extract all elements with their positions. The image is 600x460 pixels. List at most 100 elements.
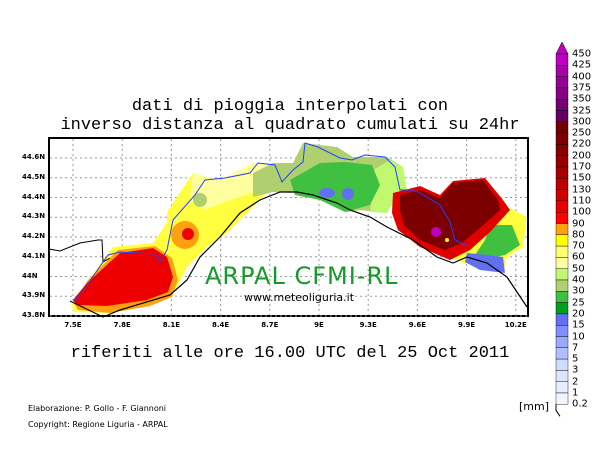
lon-label: 8.7E xyxy=(261,321,279,329)
legend-label: 0.2 xyxy=(572,398,588,410)
lat-label: 44.6N xyxy=(22,153,46,161)
credits: Elaborazione: P. Gollo - F. Giannoni xyxy=(28,404,167,413)
legend-label: 80 xyxy=(572,229,585,241)
legend-label: 1 xyxy=(572,387,579,399)
legend-swatch xyxy=(555,166,569,179)
legend-label: 170 xyxy=(572,161,592,173)
legend-swatch xyxy=(555,245,569,258)
lon-label: 7.8E xyxy=(113,321,131,329)
legend-arrow xyxy=(555,41,569,55)
lon-label: 8.1E xyxy=(162,321,180,329)
legend-swatch xyxy=(555,65,569,77)
precip-area-magenta-spot xyxy=(431,227,441,237)
lat-label: 44.1N xyxy=(22,251,46,260)
legend-swatch xyxy=(555,189,569,202)
legend-swatch xyxy=(555,155,569,168)
region-border xyxy=(72,142,466,304)
lat-label: 43.9N xyxy=(22,291,46,300)
watermark-text: ARPAL CFMI-RL xyxy=(205,262,399,290)
legend-label: 425 xyxy=(572,59,592,71)
legend-swatch xyxy=(555,370,569,382)
precip-area-darkred-east xyxy=(400,180,500,250)
legend-label: 2 xyxy=(572,376,579,388)
legend-swatch xyxy=(555,211,569,224)
legend-swatch xyxy=(555,336,569,349)
precip-area-red-spot xyxy=(182,228,194,240)
legend-swatch xyxy=(555,121,569,134)
legend-label: 15 xyxy=(572,319,585,331)
legend-tail xyxy=(555,404,561,417)
legend-swatch xyxy=(555,223,569,236)
legend-label: 5 xyxy=(572,353,579,365)
website-text: www.meteoliguria.it xyxy=(244,291,355,304)
legend-swatch xyxy=(555,99,569,111)
legend-label: 40 xyxy=(572,274,585,286)
legend-label: 30 xyxy=(572,285,585,297)
legend-label: 375 xyxy=(572,82,592,94)
legend-swatch xyxy=(555,279,569,292)
lon-label: 10.2E xyxy=(504,321,527,329)
title-line-2: inverso distanza al quadrato cumulati su… xyxy=(60,116,520,135)
color-legend xyxy=(555,41,569,417)
legend-swatch xyxy=(555,347,569,360)
legend-label: 3 xyxy=(572,364,579,376)
legend-swatch xyxy=(555,178,569,190)
precip-area-yellow-spot xyxy=(445,238,449,242)
legend-label: 90 xyxy=(572,218,585,229)
lon-label: 9.6E xyxy=(408,321,426,329)
lon-label: 9E xyxy=(314,321,324,329)
lat-label: 44.5N xyxy=(22,172,46,181)
precip-area-red-west xyxy=(73,248,173,306)
legend-label: 7 xyxy=(572,342,579,354)
legend-label: 325 xyxy=(572,105,592,116)
lat-label: 44.2N xyxy=(22,232,46,240)
precip-area-blue-2 xyxy=(342,188,354,200)
legend-swatch xyxy=(555,132,569,145)
legend-swatch xyxy=(555,110,569,123)
lon-label: 9.3E xyxy=(359,321,377,329)
legend-swatch xyxy=(555,268,569,281)
precip-area-blue-1 xyxy=(319,188,335,198)
legend-label: 110 xyxy=(572,195,592,207)
legend-label: 130 xyxy=(572,184,592,196)
lat-label: 44.4N xyxy=(22,192,46,201)
legend-label: 100 xyxy=(572,206,592,218)
lat-label: 44N xyxy=(22,271,38,280)
legend-swatch xyxy=(555,291,569,303)
subtitle: riferiti alle ore 16.00 UTC del 25 Oct 2… xyxy=(70,344,510,363)
legend-label: 50 xyxy=(572,263,585,275)
title-line-1: dati di pioggia interpolati con xyxy=(131,97,449,116)
legend-label: 450 xyxy=(572,48,592,60)
legend-label: 200 xyxy=(572,150,592,162)
legend-label: 400 xyxy=(572,71,592,83)
precip-area-green-east xyxy=(475,225,520,258)
precip-field xyxy=(72,143,527,313)
legend-swatch xyxy=(555,358,569,371)
lat-label: 44.3N xyxy=(22,212,46,221)
legend-swatch xyxy=(555,53,569,66)
copyright: Copyright: Regione Liguria - ARPAL xyxy=(28,420,168,429)
lon-label: 8.4E xyxy=(212,321,230,329)
legend-label: 150 xyxy=(572,172,592,184)
legend-swatch xyxy=(555,313,569,326)
legend-label: 250 xyxy=(572,127,592,139)
lat-label: 43.8N xyxy=(22,311,46,319)
lon-label: 9.9E xyxy=(458,321,476,329)
legend-swatch xyxy=(555,200,569,213)
precip-area-green-spot xyxy=(193,193,207,207)
precip-area-pale-yellow xyxy=(190,163,273,210)
legend-swatch xyxy=(555,87,569,100)
legend-label: 10 xyxy=(572,331,585,342)
legend-label: 220 xyxy=(572,138,592,150)
legend-swatch xyxy=(555,392,569,405)
legend-label: 20 xyxy=(572,308,585,320)
legend-swatch xyxy=(555,302,569,315)
legend-label: 350 xyxy=(572,93,592,105)
legend-swatch xyxy=(555,381,569,394)
legend-swatch xyxy=(555,76,569,89)
legend-label: 25 xyxy=(572,297,585,309)
legend-swatch xyxy=(555,234,569,247)
legend-label: 70 xyxy=(572,240,585,252)
lon-label: 7.5E xyxy=(64,321,82,329)
